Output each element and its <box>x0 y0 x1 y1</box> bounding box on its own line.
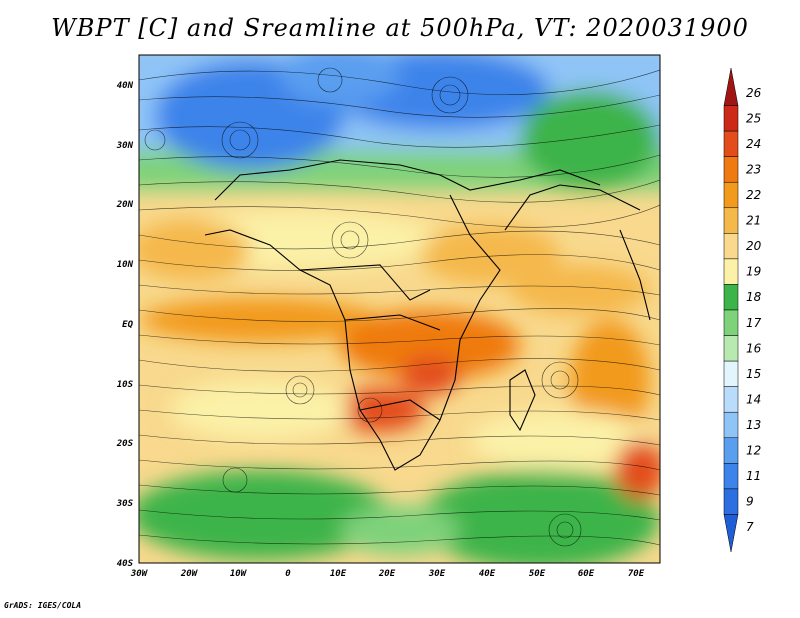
colorbar-segment <box>723 130 739 157</box>
colorbar-label: 18 <box>746 290 762 304</box>
lat-label: 10S <box>117 380 134 390</box>
colorbar-segment <box>723 258 739 285</box>
lon-label: 20E <box>378 569 396 579</box>
latitude-axis: 40N 30N 20N 10N EQ 10S 20S 30S 40S <box>116 81 134 569</box>
colorbar-label: 15 <box>746 367 761 381</box>
colorbar-segment <box>723 437 739 464</box>
lat-label: 40S <box>117 559 134 569</box>
colorbar-label: 14 <box>746 392 761 406</box>
colorbar-label: 16 <box>746 341 762 355</box>
lat-label: 20S <box>116 439 134 449</box>
colorbar-segment <box>723 233 739 260</box>
colorbar-segment <box>723 386 739 413</box>
colorbar-label: 20 <box>746 239 762 253</box>
colorbar-label: 24 <box>746 137 761 151</box>
wbpt-field <box>139 55 660 563</box>
colorbar-segment <box>723 207 739 234</box>
colorbar-segment <box>723 463 739 490</box>
lon-label: 60E <box>578 569 595 579</box>
lon-label: 50E <box>529 569 546 579</box>
colorbar-label: 19 <box>746 265 761 279</box>
colorbar-label: 21 <box>746 214 761 228</box>
colorbar-segment <box>723 309 739 336</box>
streamlines <box>139 67 660 547</box>
colorbar-label: 22 <box>746 188 761 202</box>
colorbar-segment <box>723 411 739 439</box>
lon-label: 40E <box>479 569 496 579</box>
colorbar-segment <box>723 284 739 311</box>
map-title: WBPT [C] and Sreamline at 500hPa, VT: 20… <box>51 14 749 42</box>
lat-label: EQ <box>122 320 133 330</box>
colorbar-label: 23 <box>746 162 761 176</box>
lon-label: 70E <box>628 569 645 579</box>
lon-label: 20W <box>180 569 199 579</box>
grads-credit: GrADS: IGES/COLA <box>4 601 82 610</box>
colorbar-label: 26 <box>746 86 762 100</box>
colorbar-label: 12 <box>746 444 761 458</box>
colorbar-segment <box>723 105 739 132</box>
lon-label: 0 <box>285 569 291 579</box>
coastlines <box>204 159 651 471</box>
lat-label: 30S <box>116 499 134 509</box>
colorbar-segment <box>723 156 739 183</box>
lat-label: 40N <box>117 81 134 91</box>
lon-label: 30W <box>130 569 149 579</box>
colorbar-segment <box>723 360 739 387</box>
colorbar-segment <box>723 181 739 209</box>
lat-label: 30N <box>116 141 134 151</box>
lat-label: 10N <box>117 260 134 270</box>
lon-label: 10E <box>330 569 347 579</box>
lat-label: 20N <box>116 200 134 210</box>
colorbar-label: 13 <box>746 418 761 432</box>
colorbar-segment <box>723 335 739 362</box>
colorbar-label: 9 <box>746 495 754 509</box>
colorbar-segment <box>723 514 739 553</box>
colorbar: 26 25 24 23 22 21 20 19 18 17 16 15 14 13 12 11 9 7 <box>723 67 762 553</box>
colorbar-segment <box>723 488 739 515</box>
colorbar-label: 17 <box>746 316 762 330</box>
colorbar-label: 25 <box>746 111 761 125</box>
colorbar-segment <box>723 67 739 106</box>
lon-label: 10W <box>230 569 248 579</box>
plot-frame <box>138 54 661 564</box>
colorbar-label: 11 <box>746 469 761 483</box>
colorbar-label: 7 <box>746 520 754 534</box>
lon-label: 30E <box>428 569 446 579</box>
longitude-axis: 30W 20W 10W 0 10E 20E 30E 40E 50E 60E 70… <box>130 569 645 579</box>
